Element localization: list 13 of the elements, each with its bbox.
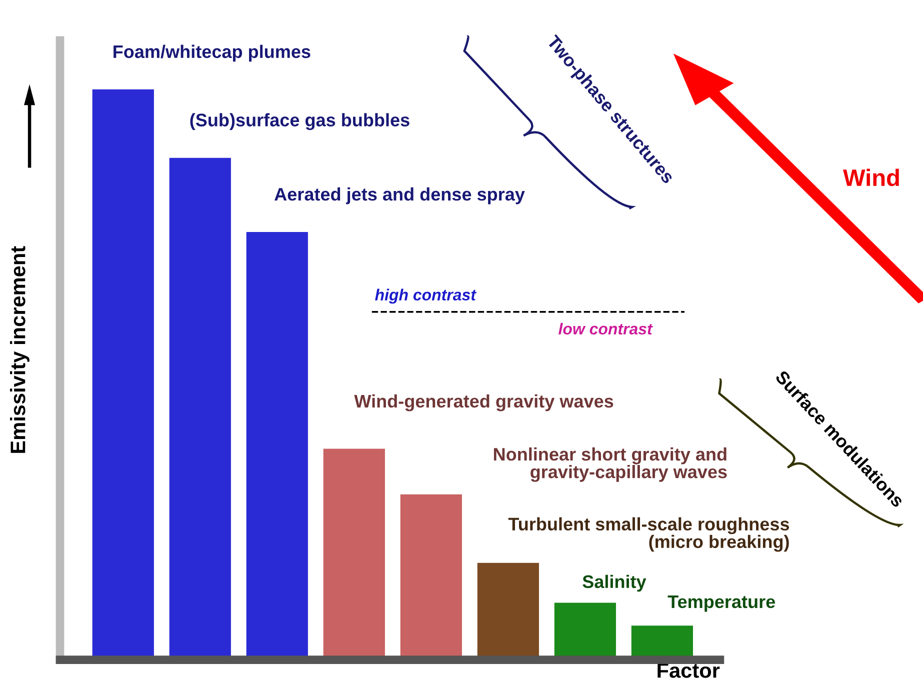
annotation: Temperature [668,596,775,612]
y-axis-title: Emissivity increment [10,246,30,453]
annotation: Nonlinear short gravity and gravity-capillary waves [494,447,727,482]
annotation: Turbulent small-scale roughness (micro breaking) [508,517,790,552]
text: Wind [843,168,899,186]
x-axis-title: Factor [658,663,720,678]
annotation: Aerated jets and dense spray [274,187,525,204]
annotation: high contrast [375,288,476,304]
annotation: Salinity [582,574,646,592]
text: Foam/whitecap plumes [114,44,310,62]
annotation: low contrast [558,322,653,335]
annotation: Wind-generated gravity waves [354,394,614,412]
annotation: (Sub)surface gas bubbles [190,113,410,130]
